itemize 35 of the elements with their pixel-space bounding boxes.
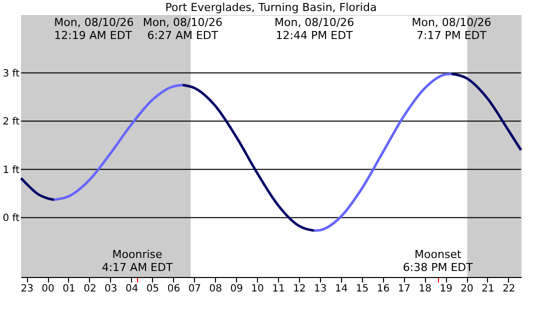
annotation: Mon, 08/10/26 7:17 PM EDT: [412, 16, 492, 42]
x-tick-label: 05: [146, 284, 160, 294]
x-tick-label: 01: [62, 284, 76, 294]
x-tick-label: 19: [440, 284, 452, 294]
x-tick-label: 00: [42, 284, 54, 294]
x-tick-label: 04: [125, 284, 138, 294]
annotation: Mon, 08/10/26 12:19 AM EDT: [54, 16, 134, 42]
x-tick-label: 09: [230, 284, 243, 294]
x-tick-label: 11: [272, 284, 285, 294]
x-tick-label: 13: [314, 284, 327, 294]
y-tick-label: 1 ft: [2, 164, 20, 176]
x-tick-label: 17: [398, 284, 411, 294]
x-tick-label: 07: [188, 284, 202, 294]
x-tick-label: 06: [167, 284, 180, 294]
x-tick-label: 18: [418, 284, 432, 294]
y-tick-label: 2 ft: [2, 116, 20, 128]
annotation: Mon, 08/10/26 6:27 AM EDT: [142, 16, 222, 42]
annotation: Mon, 08/10/26 12:44 PM EDT: [274, 16, 354, 42]
x-tick-label: 12: [293, 284, 306, 294]
y-tick-label: 3 ft: [2, 68, 20, 80]
x-tick-label: 20: [460, 284, 474, 294]
x-tick-label: 10: [251, 284, 264, 294]
x-tick-label: 15: [356, 284, 369, 294]
x-tick-label: 03: [104, 284, 118, 294]
x-tick-label: 22: [502, 284, 516, 294]
annotation: Moonrise 4:17 AM EDT: [102, 248, 173, 274]
x-tick-label: 08: [209, 284, 222, 294]
chart-title: Port Everglades, Turning Basin, Florida: [165, 1, 377, 14]
x-tick-label: 16: [376, 284, 390, 294]
annotation: Moonset 6:38 PM EDT: [402, 248, 474, 274]
x-tick-label: 21: [482, 284, 494, 294]
x-tick-label: 14: [334, 284, 348, 294]
y-tick-label: 0 ft: [2, 213, 20, 224]
x-tick-label: 02: [84, 284, 96, 294]
x-tick-label: 23: [20, 284, 34, 294]
